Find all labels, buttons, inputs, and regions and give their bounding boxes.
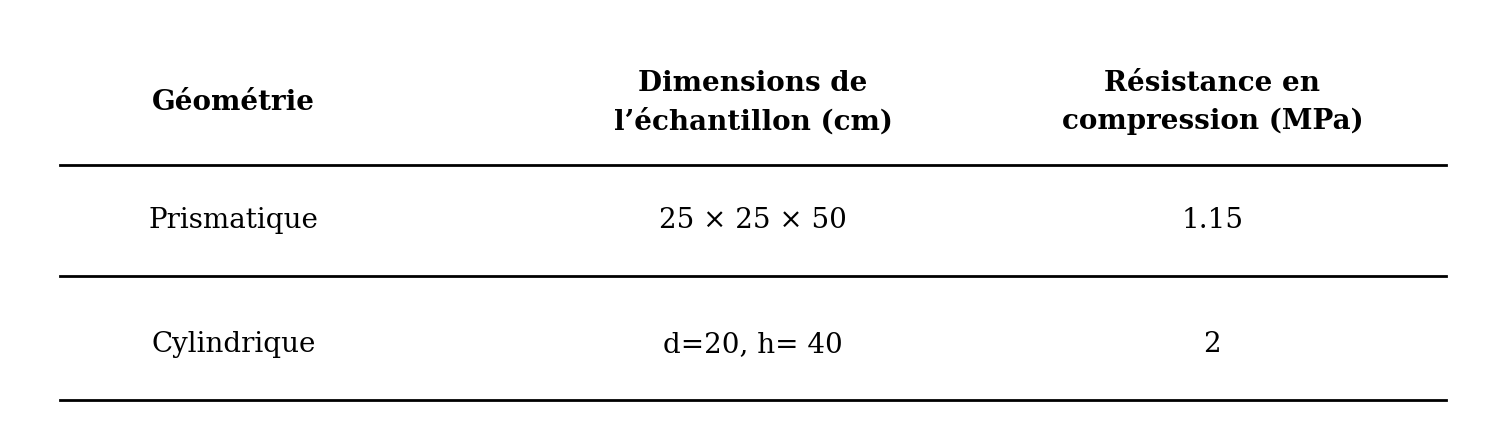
Text: Géométrie: Géométrie — [152, 89, 315, 116]
Text: 2: 2 — [1203, 331, 1221, 358]
Text: 25 × 25 × 50: 25 × 25 × 50 — [660, 207, 846, 234]
Text: Prismatique: Prismatique — [149, 207, 318, 234]
Text: Cylindrique: Cylindrique — [151, 331, 316, 358]
Text: d=20, h= 40: d=20, h= 40 — [663, 331, 843, 358]
Text: Résistance en
compression (MPa): Résistance en compression (MPa) — [1062, 70, 1363, 135]
Text: 1.15: 1.15 — [1181, 207, 1244, 234]
Text: Dimensions de
l’échantillon (cm): Dimensions de l’échantillon (cm) — [613, 70, 893, 135]
